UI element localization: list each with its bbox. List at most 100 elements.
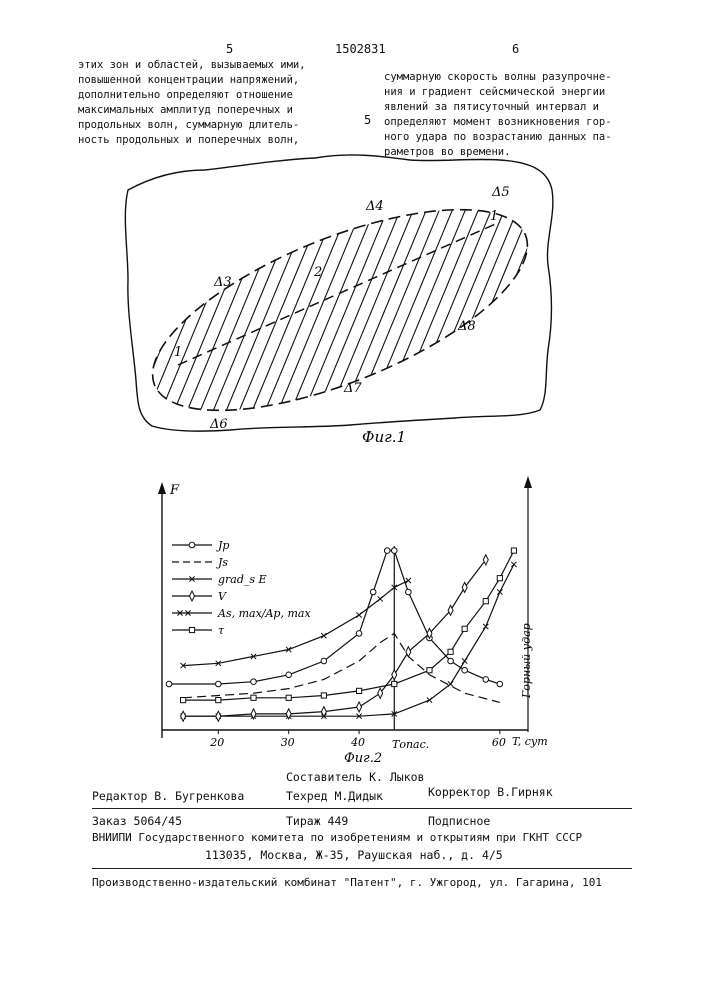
- data-point: [448, 658, 454, 664]
- t-danger-label: Tопас.: [392, 738, 429, 751]
- data-point: [356, 631, 362, 637]
- data-point: [483, 599, 488, 604]
- right-axis-arrow: [524, 476, 532, 488]
- publisher: Производственно-издательский комбинат "П…: [92, 876, 602, 889]
- series-line: [183, 633, 500, 702]
- data-point: [251, 679, 257, 685]
- data-point: [483, 624, 488, 629]
- x-tick-label: 20: [209, 736, 224, 749]
- y-axis-arrow: [158, 482, 166, 494]
- data-point: [384, 548, 390, 554]
- series-jp: [166, 548, 502, 687]
- figure-1-caption: Фиг.1: [362, 428, 406, 446]
- data-point: [370, 589, 376, 595]
- data-point: [216, 698, 221, 703]
- data-point: [497, 681, 503, 687]
- x-ticks: 20 30 40 60: [209, 730, 506, 749]
- legend-item-grad: grad_s E: [172, 573, 267, 586]
- compiler: Составитель К. Лыков: [286, 770, 424, 784]
- label-d7: Δ7: [343, 381, 362, 396]
- data-point: [483, 677, 489, 683]
- legend-marker: [189, 627, 194, 632]
- legend-label: As, max/Ap, max: [217, 607, 311, 620]
- legend-item-tau: τ: [172, 624, 225, 637]
- address: 113035, Москва, Ж-35, Раушская наб., д. …: [205, 848, 503, 862]
- x-tick-label: 60: [492, 736, 506, 749]
- x-tick-label: 40: [350, 736, 365, 749]
- figure-2-caption: Фиг.2: [344, 751, 382, 766]
- legend-label: τ: [218, 624, 225, 637]
- x-axis-label: T, сут: [512, 735, 548, 748]
- order: Заказ 5064/45: [92, 814, 182, 828]
- label-d3: Δ3: [213, 275, 232, 290]
- data-point: [406, 578, 411, 583]
- circulation: Тираж 449: [286, 814, 348, 828]
- y-axis-label: F: [169, 483, 180, 498]
- label-d6: Δ6: [209, 417, 228, 432]
- data-point: [391, 548, 397, 554]
- data-point: [406, 589, 412, 595]
- data-point: [166, 681, 172, 687]
- series-js: [183, 633, 500, 702]
- data-point: [462, 658, 467, 663]
- subscription: Подписное: [428, 814, 490, 828]
- org-line: ВНИИПИ Государственного комитета по изоб…: [92, 831, 582, 844]
- x-tick-label: 30: [281, 736, 295, 749]
- data-point: [286, 695, 291, 700]
- data-point: [286, 672, 292, 678]
- data-point: [216, 711, 221, 721]
- legend-item-js: Js: [172, 556, 228, 569]
- zone-outline: [128, 168, 553, 451]
- legend-label: grad_s E: [218, 573, 267, 586]
- data-point: [462, 626, 467, 631]
- hatched-zone: [0, 160, 707, 450]
- series--: [181, 548, 517, 703]
- data-point: [427, 668, 432, 673]
- data-point: [181, 698, 186, 703]
- rockburst-label: Горный удар: [520, 623, 533, 699]
- data-point: [378, 688, 383, 698]
- label-1-right: 1: [490, 209, 498, 224]
- legend-item-jp: Jp: [172, 539, 229, 552]
- data-point: [511, 562, 516, 567]
- label-1-left: 1: [174, 345, 182, 360]
- divider-1: [92, 808, 632, 809]
- data-point: [356, 688, 361, 693]
- data-point: [181, 711, 186, 721]
- data-point: [448, 649, 453, 654]
- label-d5: Δ5: [491, 185, 510, 200]
- legend-label: Jp: [216, 539, 229, 552]
- legend-item-v: V: [172, 590, 227, 603]
- data-point: [321, 633, 326, 638]
- figure-2-chart: F T, сут Tопас. Горный удар Фиг.2 20 30 40…: [0, 470, 707, 770]
- fault-axis-line: [178, 222, 500, 365]
- legend-marker: [189, 542, 195, 548]
- data-point: [427, 698, 432, 703]
- divider-2: [92, 868, 632, 869]
- data-point: [462, 667, 468, 673]
- data-point: [251, 695, 256, 700]
- legend-marker: [190, 591, 195, 601]
- label-d8: Δ8: [457, 319, 476, 334]
- figure-1: Δ3 Δ4 Δ5 Δ6 Δ7 Δ8 1 1 2 Фиг.1: [0, 0, 707, 460]
- data-point: [321, 693, 326, 698]
- data-point: [356, 612, 361, 617]
- data-point: [216, 681, 222, 687]
- techred: Техред М.Дидык: [286, 789, 383, 803]
- legend-item-ratio: As, max/Ap, max: [172, 607, 311, 620]
- data-point: [392, 681, 397, 686]
- label-2: 2: [313, 265, 322, 280]
- data-point: [448, 681, 453, 686]
- editor: Редактор В. Бугренкова: [92, 789, 244, 803]
- data-point: [497, 589, 502, 594]
- data-point: [483, 555, 488, 565]
- data-point: [511, 548, 516, 553]
- legend-label: V: [218, 590, 227, 603]
- data-point: [497, 576, 502, 581]
- label-d4: Δ4: [365, 199, 384, 214]
- legend-label: Js: [216, 556, 228, 569]
- legend: Jp Js grad_s E V As, max/Ap, max τ: [172, 539, 311, 637]
- corrector: Корректор В.Гирняк: [428, 785, 553, 799]
- data-point: [321, 658, 327, 664]
- data-point: [357, 702, 362, 712]
